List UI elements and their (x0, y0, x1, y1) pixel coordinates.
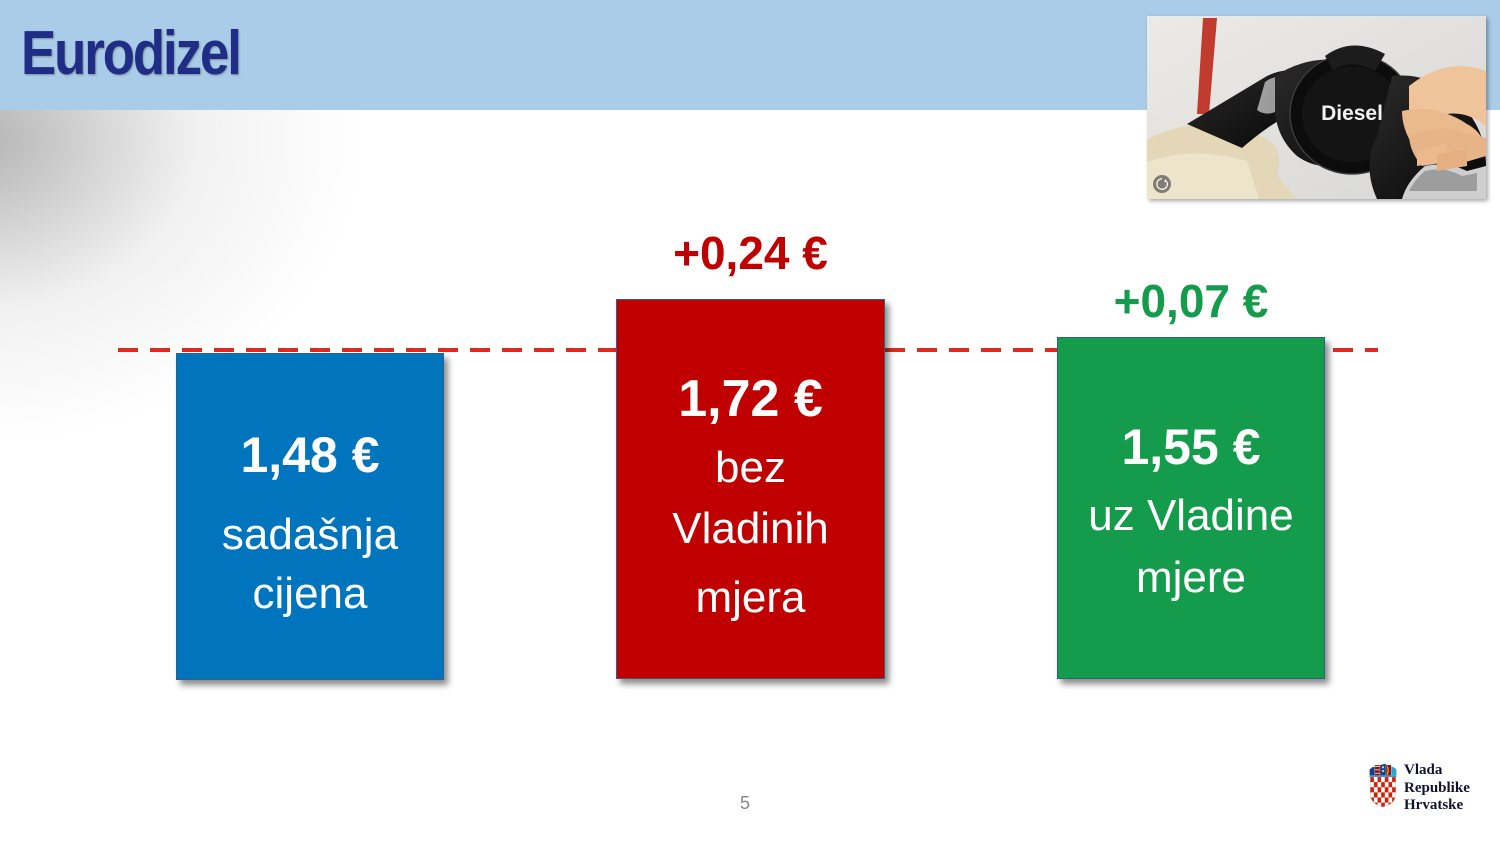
svg-text:Diesel: Diesel (1321, 102, 1383, 125)
